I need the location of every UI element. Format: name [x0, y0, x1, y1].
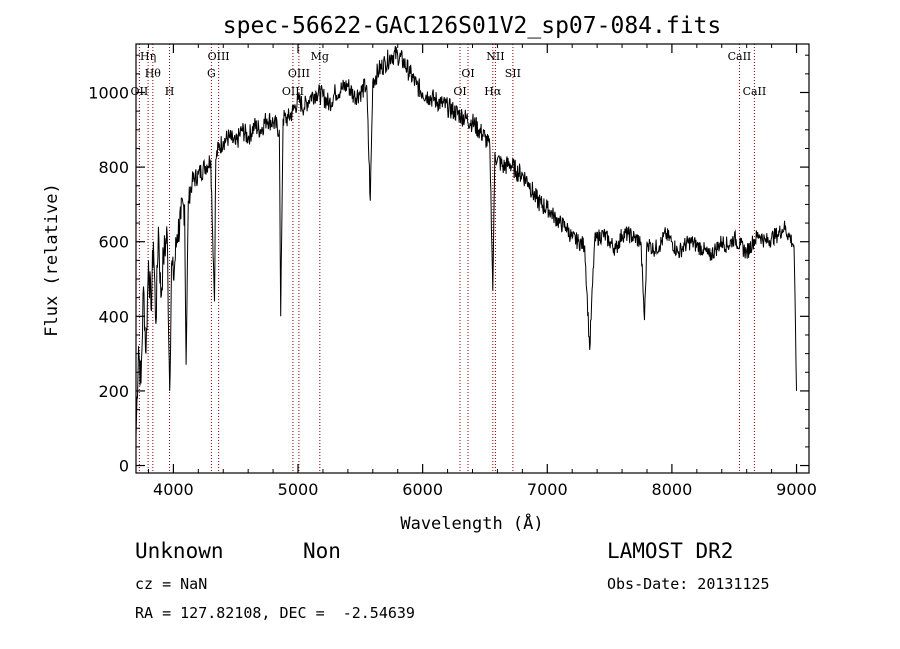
emission-line-label: G	[207, 67, 216, 80]
emission-line-label: Mg	[311, 50, 329, 63]
y-axis-label: Flux (relative)	[42, 183, 62, 337]
emission-line-label: OII	[131, 85, 149, 98]
emission-line-label: Hη	[140, 50, 156, 63]
x-tick-label: 5000	[278, 480, 319, 499]
axis-tick-labels: 4000 5000 6000 7000 8000 9000 0 200 400 600 800 100…	[88, 83, 817, 499]
x-tick-label: 9000	[776, 480, 817, 499]
chart-title: spec-56622-GAC126S01V2_sp07-084.fits	[223, 13, 722, 39]
emission-line-label: OIII	[288, 67, 310, 80]
survey-name: LAMOST DR2	[607, 539, 734, 563]
spectrum-line	[135, 45, 797, 436]
emission-line-label: Hθ	[145, 67, 162, 80]
y-tick-label: 200	[98, 382, 129, 401]
y-tick-label: 1000	[88, 83, 129, 102]
object-subclass: Non	[303, 539, 341, 563]
x-axis-label: Wavelength (Å)	[400, 512, 543, 534]
emission-line-label: H	[165, 85, 175, 98]
y-tick-label: 400	[98, 307, 129, 326]
emission-line-label: SII	[505, 67, 521, 80]
emission-line-label: Hα	[484, 85, 502, 98]
x-tick-label: 4000	[153, 480, 194, 499]
emission-line-label: OIII	[208, 50, 230, 63]
y-tick-label: 600	[98, 233, 129, 252]
emission-line-label: OI	[453, 85, 466, 98]
emission-line-label: CaII	[728, 50, 752, 63]
coordinates-text: RA = 127.82108, DEC = -2.54639	[135, 604, 415, 622]
y-tick-label: 0	[119, 457, 129, 476]
obs-date-text: Obs-Date: 20131125	[607, 575, 770, 593]
emission-line-label: OIII	[282, 85, 304, 98]
emission-line-markers	[138, 44, 755, 473]
redshift-text: cz = NaN	[135, 575, 208, 593]
axis-ticks	[136, 44, 809, 473]
emission-line-label: NII	[486, 50, 504, 63]
x-tick-label: 6000	[402, 480, 443, 499]
y-tick-label: 800	[98, 158, 129, 177]
emission-line-label: OI	[461, 67, 474, 80]
object-class: Unknown	[135, 539, 224, 563]
emission-line-label: CaII	[743, 85, 767, 98]
x-tick-label: 7000	[527, 480, 568, 499]
plot-frame	[135, 43, 810, 474]
x-tick-label: 8000	[652, 480, 693, 499]
